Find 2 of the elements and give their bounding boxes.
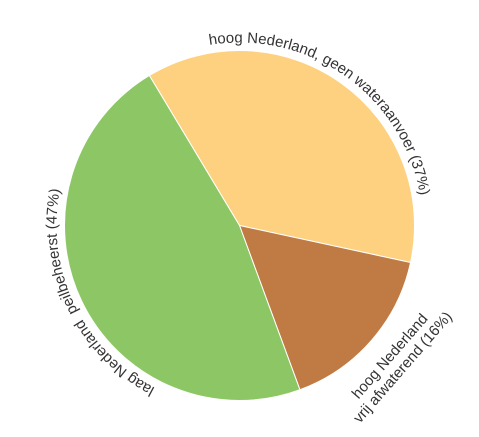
data-label: (47%) — [43, 187, 64, 230]
data-label: (37%) — [406, 152, 433, 196]
